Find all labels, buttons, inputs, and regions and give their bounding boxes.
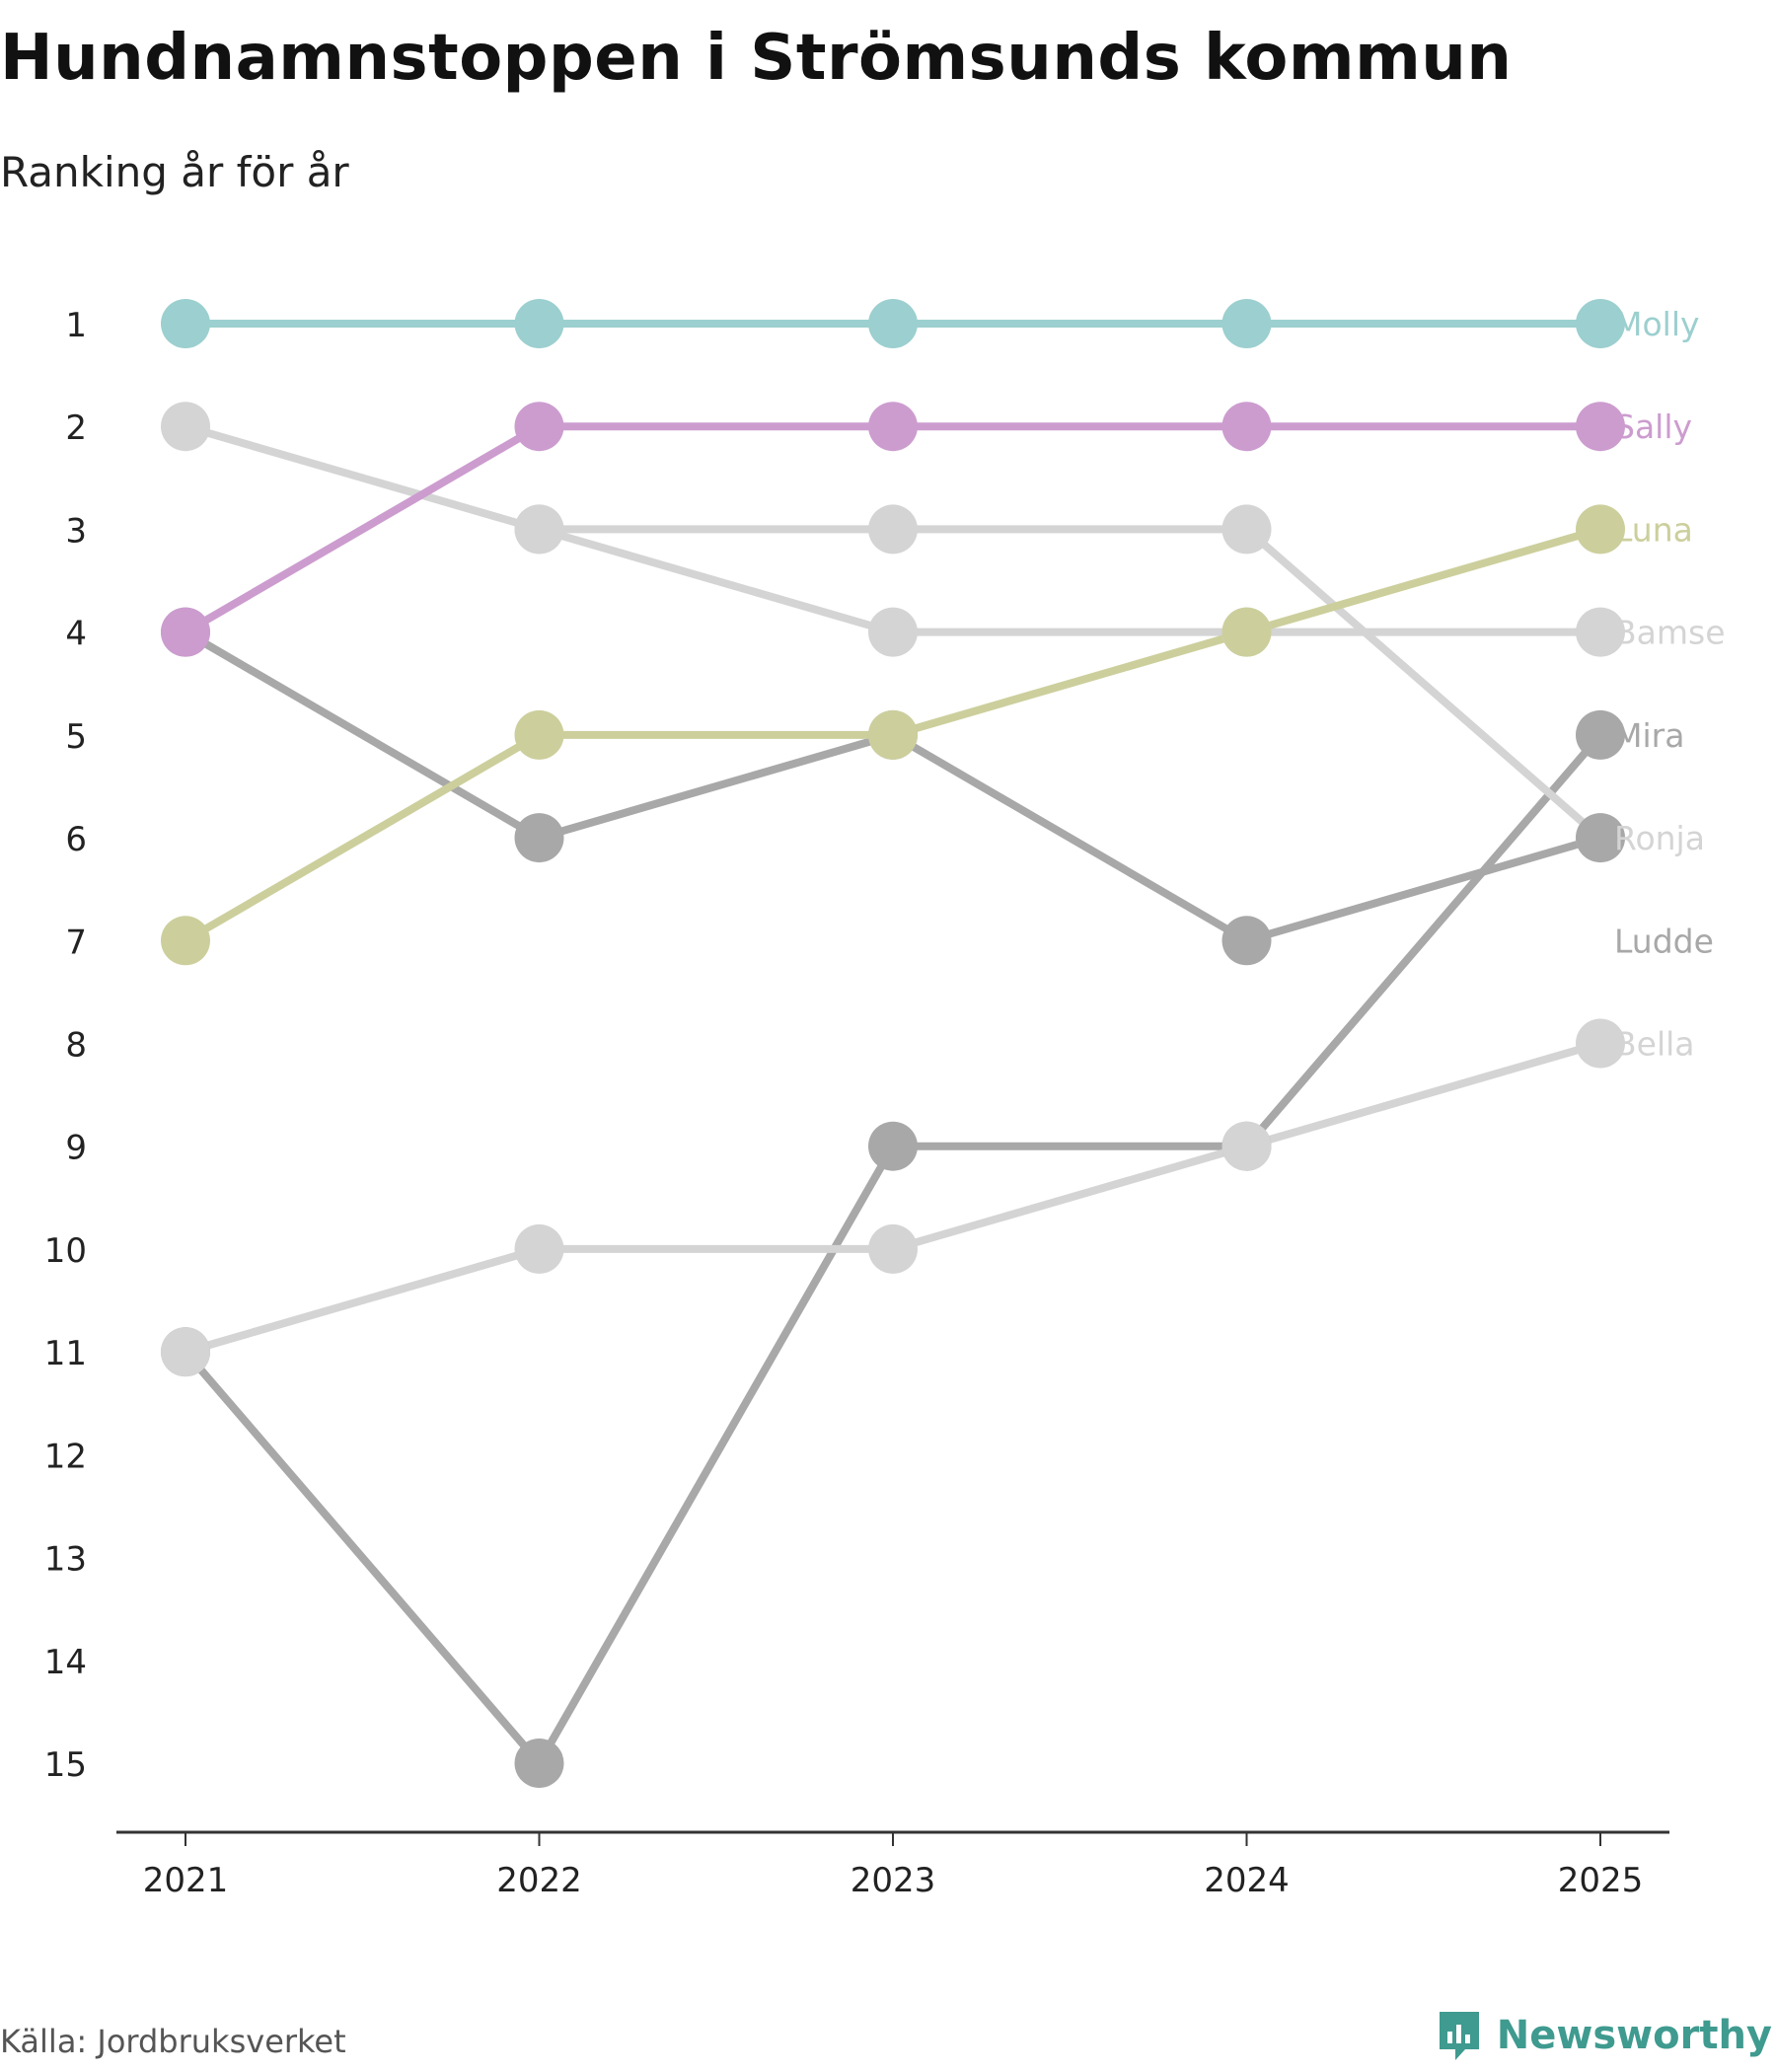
y-tick-label: 5 — [65, 717, 87, 757]
chart-subtitle: Ranking år för år — [0, 148, 349, 196]
data-point-bella — [514, 1223, 564, 1274]
data-point-bamse — [1576, 607, 1625, 657]
series-label-molly: Molly — [1614, 305, 1700, 343]
chart-title: Hundnamnstoppen i Strömsunds kommun — [0, 22, 1513, 95]
y-tick-label: 13 — [44, 1540, 87, 1580]
data-point-luna — [868, 709, 918, 760]
chart-bubble-icon — [1439, 2012, 1479, 2060]
data-point-sally — [161, 607, 210, 657]
y-tick-label: 14 — [44, 1643, 87, 1682]
series-label-mira: Mira — [1614, 716, 1684, 755]
data-point-luna — [514, 709, 564, 760]
y-tick-label: 4 — [65, 615, 87, 654]
data-point-ludde — [1576, 813, 1625, 863]
x-tick-label: 2022 — [496, 1861, 582, 1900]
series-line-bella — [182, 1039, 1604, 1357]
brand-logo: Newsworthy — [1436, 2008, 1772, 2063]
x-tick-label: 2025 — [1558, 1861, 1644, 1900]
series-label-ronja: Ronja — [1614, 819, 1705, 857]
y-tick-label: 10 — [44, 1231, 87, 1271]
data-point-bella — [161, 1327, 210, 1377]
y-tick-label: 6 — [65, 820, 87, 859]
brand-name: Newsworthy — [1496, 2013, 1772, 2058]
data-point-molly — [514, 299, 564, 348]
data-point-sally — [514, 402, 564, 452]
data-point-ronja — [1221, 504, 1272, 555]
data-point-molly — [1576, 299, 1625, 348]
x-tick-label: 2021 — [143, 1861, 229, 1900]
data-point-molly — [868, 299, 918, 348]
source-note: Källa: Jordbruksverket — [0, 2023, 346, 2060]
data-point-mira — [868, 1121, 918, 1171]
series-label-bella: Bella — [1614, 1025, 1695, 1064]
data-point-molly — [161, 299, 210, 348]
data-point-mira — [514, 1739, 564, 1788]
y-tick-label: 7 — [65, 923, 87, 962]
x-tick-label: 2024 — [1204, 1861, 1290, 1900]
x-axis: 2021 2022 2023 2024 2025 — [116, 1830, 1669, 1900]
series-label-luna: Luna — [1614, 510, 1693, 549]
data-point-bella — [1576, 1018, 1625, 1069]
y-tick-label: 1 — [65, 306, 87, 345]
series-labels: Molly Sally Luna Bamse Mira Ronja Ludde Bella — [1614, 305, 1726, 1064]
data-point-bamse — [868, 607, 918, 657]
series-label-ludde: Ludde — [1614, 922, 1714, 960]
y-tick-label: 2 — [65, 408, 87, 448]
data-point-ronja — [514, 504, 564, 555]
data-point-luna — [1221, 607, 1272, 657]
x-tick-label: 2023 — [851, 1861, 936, 1900]
series-label-sally: Sally — [1614, 407, 1692, 446]
data-point-sally — [1576, 402, 1625, 452]
y-tick-label: 3 — [65, 511, 87, 551]
data-point-bamse — [161, 402, 210, 452]
data-point-ludde — [514, 813, 564, 863]
series-line-ludde — [182, 628, 1604, 945]
data-point-ronja — [868, 504, 918, 555]
y-tick-label: 12 — [44, 1437, 87, 1476]
data-point-bella — [868, 1223, 918, 1274]
series-label-bamse: Bamse — [1614, 614, 1726, 652]
y-tick-label: 9 — [65, 1129, 87, 1168]
data-point-bella — [1221, 1121, 1272, 1171]
data-point-molly — [1221, 299, 1272, 348]
y-tick-label: 8 — [65, 1026, 87, 1066]
data-point-sally — [868, 402, 918, 452]
data-point-luna — [1576, 504, 1625, 555]
data-point-luna — [161, 916, 210, 966]
y-tick-label: 15 — [44, 1745, 87, 1785]
series-points — [161, 299, 1625, 1788]
y-tick-label: 11 — [44, 1334, 87, 1373]
series-line-ronja — [535, 525, 1604, 843]
data-point-mira — [1576, 709, 1625, 760]
data-point-ludde — [1221, 916, 1272, 966]
data-point-sally — [1221, 402, 1272, 452]
